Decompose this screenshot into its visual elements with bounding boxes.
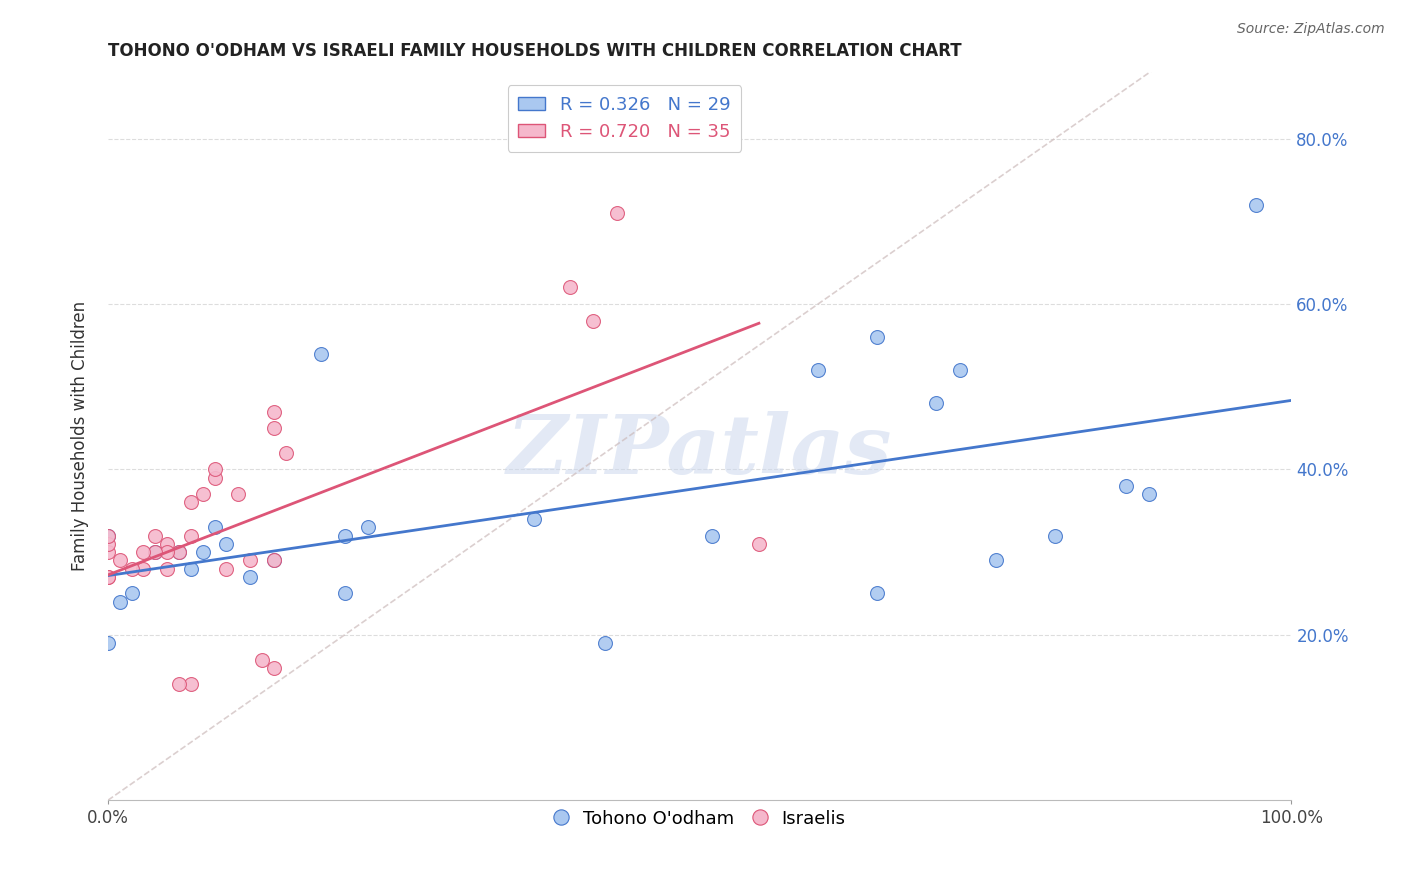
Point [121, 586, 143, 600]
Point [1043, 528, 1066, 542]
Point [700, 528, 723, 542]
Point [807, 363, 830, 377]
Point [263, 553, 285, 567]
Point [333, 586, 356, 600]
Point [108, 553, 131, 567]
Point [239, 553, 262, 567]
Point [180, 561, 202, 575]
Point [143, 545, 166, 559]
Point [523, 512, 546, 526]
Point [132, 561, 155, 575]
Point [143, 545, 166, 559]
Text: ZIPatlas: ZIPatlas [508, 411, 893, 491]
Point [156, 545, 179, 559]
Point [239, 570, 262, 584]
Point [97, 636, 120, 650]
Point [866, 330, 889, 344]
Point [132, 545, 155, 559]
Point [215, 537, 238, 551]
Point [1115, 479, 1137, 493]
Point [204, 520, 226, 534]
Point [97, 528, 120, 542]
Point [309, 346, 332, 360]
Point [949, 363, 972, 377]
Point [606, 206, 628, 220]
Point [97, 545, 120, 559]
Point [357, 520, 380, 534]
Point [180, 495, 202, 509]
Point [263, 553, 285, 567]
Text: Source: ZipAtlas.com: Source: ZipAtlas.com [1237, 22, 1385, 37]
Point [204, 471, 226, 485]
Point [925, 396, 948, 410]
Point [263, 661, 285, 675]
Point [1139, 487, 1161, 501]
Point [97, 570, 120, 584]
Point [180, 677, 202, 691]
Point [866, 586, 889, 600]
Point [593, 636, 616, 650]
Point [108, 595, 131, 609]
Point [167, 545, 190, 559]
Point [97, 528, 120, 542]
Point [215, 561, 238, 575]
Point [156, 561, 179, 575]
Point [143, 528, 166, 542]
Point [274, 446, 297, 460]
Point [97, 537, 120, 551]
Point [180, 528, 202, 542]
Point [263, 421, 285, 435]
Point [558, 280, 581, 294]
Point [748, 537, 770, 551]
Legend: Tohono O'odham, Israelis: Tohono O'odham, Israelis [547, 803, 852, 835]
Point [333, 528, 356, 542]
Point [156, 537, 179, 551]
Y-axis label: Family Households with Children: Family Households with Children [72, 301, 89, 572]
Point [191, 487, 214, 501]
Point [226, 487, 249, 501]
Point [1244, 198, 1267, 212]
Point [204, 462, 226, 476]
Point [250, 652, 273, 666]
Point [191, 545, 214, 559]
Point [263, 404, 285, 418]
Text: TOHONO O'ODHAM VS ISRAELI FAMILY HOUSEHOLDS WITH CHILDREN CORRELATION CHART: TOHONO O'ODHAM VS ISRAELI FAMILY HOUSEHO… [108, 42, 962, 60]
Point [167, 545, 190, 559]
Point [97, 570, 120, 584]
Point [167, 677, 190, 691]
Point [582, 313, 605, 327]
Point [984, 553, 1007, 567]
Point [121, 561, 143, 575]
